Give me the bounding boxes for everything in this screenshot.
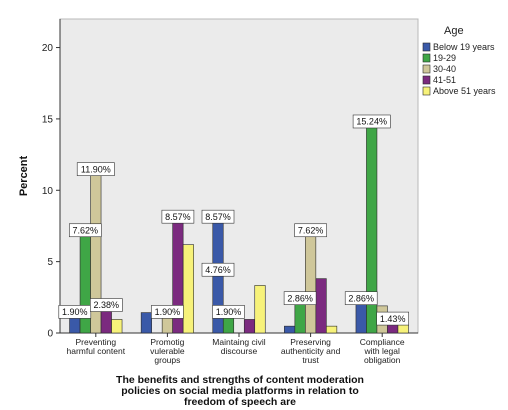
legend-swatch	[422, 86, 431, 96]
bar	[111, 319, 123, 334]
bar	[182, 244, 194, 334]
data-label-text: 1.90%	[155, 307, 181, 317]
x-tick-label: Promotig vulerable groups	[150, 337, 185, 365]
y-tick-label: 20	[42, 43, 54, 54]
data-label-text: 1.90%	[62, 307, 88, 317]
data-label: 1.90%	[58, 305, 92, 319]
legend-entry: 41-51	[433, 75, 456, 85]
data-label-box	[376, 311, 410, 326]
legend-entry: Above 51 years	[433, 86, 496, 96]
data-label-text: 2.38%	[94, 300, 120, 310]
bar	[326, 325, 338, 334]
legend-entry: 19-29	[433, 53, 456, 63]
data-label: 1.90%	[212, 305, 245, 319]
bar	[284, 325, 296, 334]
bar	[305, 223, 317, 334]
legend-swatch	[422, 42, 431, 52]
data-label-text: 4.76%	[205, 265, 231, 275]
x-axis: Preventing harmful content Promotig vulerab…	[67, 333, 405, 365]
legend-swatch	[422, 75, 431, 85]
legend-swatch	[422, 53, 431, 63]
data-label: 4.76%	[201, 262, 235, 277]
data-label-box	[76, 162, 115, 176]
x-axis-title-line: freedom of speech are	[184, 396, 296, 408]
bar	[243, 319, 256, 334]
data-label-box	[201, 262, 235, 277]
data-label: 2.86%	[283, 291, 317, 305]
data-label-text: 2.86%	[348, 293, 374, 303]
data-label-text: 15.24%	[356, 117, 387, 127]
y-tick-label: 15	[42, 114, 54, 125]
legend-swatch	[422, 64, 431, 74]
data-label: 1.90%	[151, 305, 184, 319]
data-label-box	[90, 298, 123, 312]
bar	[140, 312, 152, 334]
data-label: 2.38%	[90, 298, 123, 312]
legend-entry: 30-40	[433, 64, 456, 74]
data-label-text: 1.43%	[380, 314, 406, 324]
data-labels: 1.90% 7.62% 11.90% 2.38% 1.90% 8.57% 8.57% 4.76…	[58, 114, 410, 326]
bar	[254, 285, 266, 334]
data-label-text: 8.57%	[165, 212, 191, 222]
y-tick-label: 5	[47, 257, 53, 268]
y-tick-label: 0	[47, 329, 53, 340]
data-label-box	[161, 209, 195, 224]
data-label: 7.62%	[294, 223, 327, 238]
legend-title: Age	[444, 25, 464, 37]
y-axis-title: Percent	[18, 155, 30, 196]
data-label-text: 2.86%	[287, 293, 313, 303]
data-label: 15.24%	[352, 114, 391, 129]
x-axis-title-line: policies on social media platforms in re…	[121, 385, 358, 397]
x-axis-title: The benefits and strengths of content mo…	[116, 374, 364, 408]
data-label-box	[352, 114, 391, 129]
data-label-box	[344, 291, 378, 305]
data-label: 11.90%	[76, 162, 115, 176]
data-label-box	[69, 223, 102, 238]
data-label: 1.43%	[376, 311, 410, 326]
data-label: 7.62%	[69, 223, 102, 238]
data-label: 8.57%	[201, 209, 235, 224]
x-tick-label: Maintaing civil discourse	[212, 337, 265, 356]
data-label-text: 1.90%	[216, 307, 242, 317]
data-label-box	[212, 305, 245, 319]
data-label-box	[283, 291, 317, 305]
x-tick-label: Compliance with legal obligation	[360, 337, 405, 365]
data-label-text: 8.57%	[205, 212, 231, 222]
y-tick-label: 10	[42, 186, 54, 197]
bar	[315, 278, 327, 334]
data-label-box	[294, 223, 327, 238]
data-label-box	[58, 305, 92, 319]
plot-area	[59, 18, 419, 334]
data-label: 8.57%	[161, 209, 195, 224]
data-label-box	[201, 209, 235, 224]
legend-entry: Below 19 years	[433, 42, 495, 52]
data-label-text: 7.62%	[298, 225, 324, 235]
x-tick-label: Preventing harmful content	[67, 337, 126, 356]
data-label: 2.86%	[344, 291, 378, 305]
x-axis-title-line: The benefits and strengths of content mo…	[116, 374, 364, 386]
data-label-text: 11.90%	[81, 164, 111, 174]
data-label-box	[151, 305, 184, 319]
data-label-text: 7.62%	[73, 225, 99, 235]
x-tick-label: Preserving authenticity and trust	[281, 337, 341, 365]
